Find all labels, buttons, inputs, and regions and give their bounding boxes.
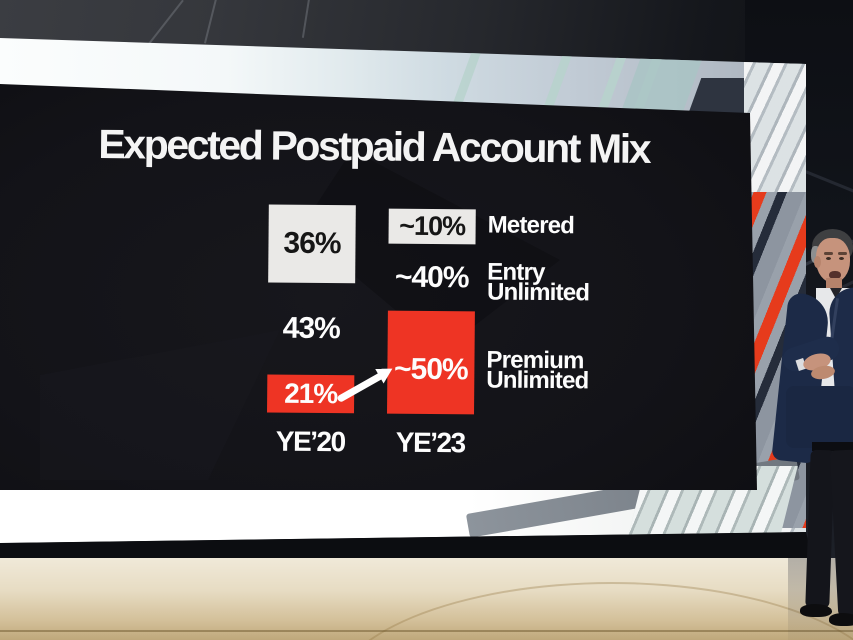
segment-value-label: 21% xyxy=(284,377,338,410)
presenter-shoe xyxy=(800,604,832,617)
legend-premium-unlimited: Premium Unlimited xyxy=(486,346,589,395)
presenter-leg xyxy=(829,449,853,617)
slide-title: Expected Postpaid Account Mix xyxy=(98,121,650,172)
presenter-collar xyxy=(830,288,842,299)
presenter-eyebrow xyxy=(824,252,833,255)
presenter-mouth xyxy=(829,271,841,279)
presenter-jacket xyxy=(786,386,853,448)
legend-line: Metered xyxy=(487,211,575,240)
category-label-ye20: YE’20 xyxy=(275,425,345,458)
legend-line: Unlimited xyxy=(486,278,590,307)
presenter-eyebrow xyxy=(838,252,847,255)
bar-segment-entry-unlimited-ye23: ~40% xyxy=(388,244,476,312)
presenter-shoe xyxy=(829,613,853,626)
category-label-ye23: YE’23 xyxy=(395,426,465,459)
bar-segment-metered-ye23: ~10% xyxy=(388,208,476,245)
floor-seam-line xyxy=(0,630,853,632)
legend-entry-unlimited: Entry Unlimited xyxy=(486,258,590,307)
bar-segment-metered-ye20: 36% xyxy=(268,204,356,284)
presenter-eye xyxy=(826,257,831,260)
presenter xyxy=(771,214,853,640)
legend-line: Unlimited xyxy=(486,366,589,395)
presenter-belt xyxy=(812,442,853,451)
segment-value-label: 36% xyxy=(283,226,341,261)
growth-arrow-icon xyxy=(337,368,393,402)
presenter-hair-gray xyxy=(811,246,820,263)
legend-metered: Metered xyxy=(487,211,575,240)
presenter-eye xyxy=(839,257,844,260)
segment-value-label: ~40% xyxy=(394,260,469,294)
segment-value-label: 43% xyxy=(282,311,340,346)
presenter-neck xyxy=(826,278,842,290)
segment-value-label: ~10% xyxy=(399,210,466,242)
presenter-ear xyxy=(814,256,821,268)
bar-segment-premium-unlimited-ye23: ~50% xyxy=(387,310,475,415)
segment-value-label: ~50% xyxy=(393,352,468,386)
studio-floor xyxy=(0,558,853,640)
